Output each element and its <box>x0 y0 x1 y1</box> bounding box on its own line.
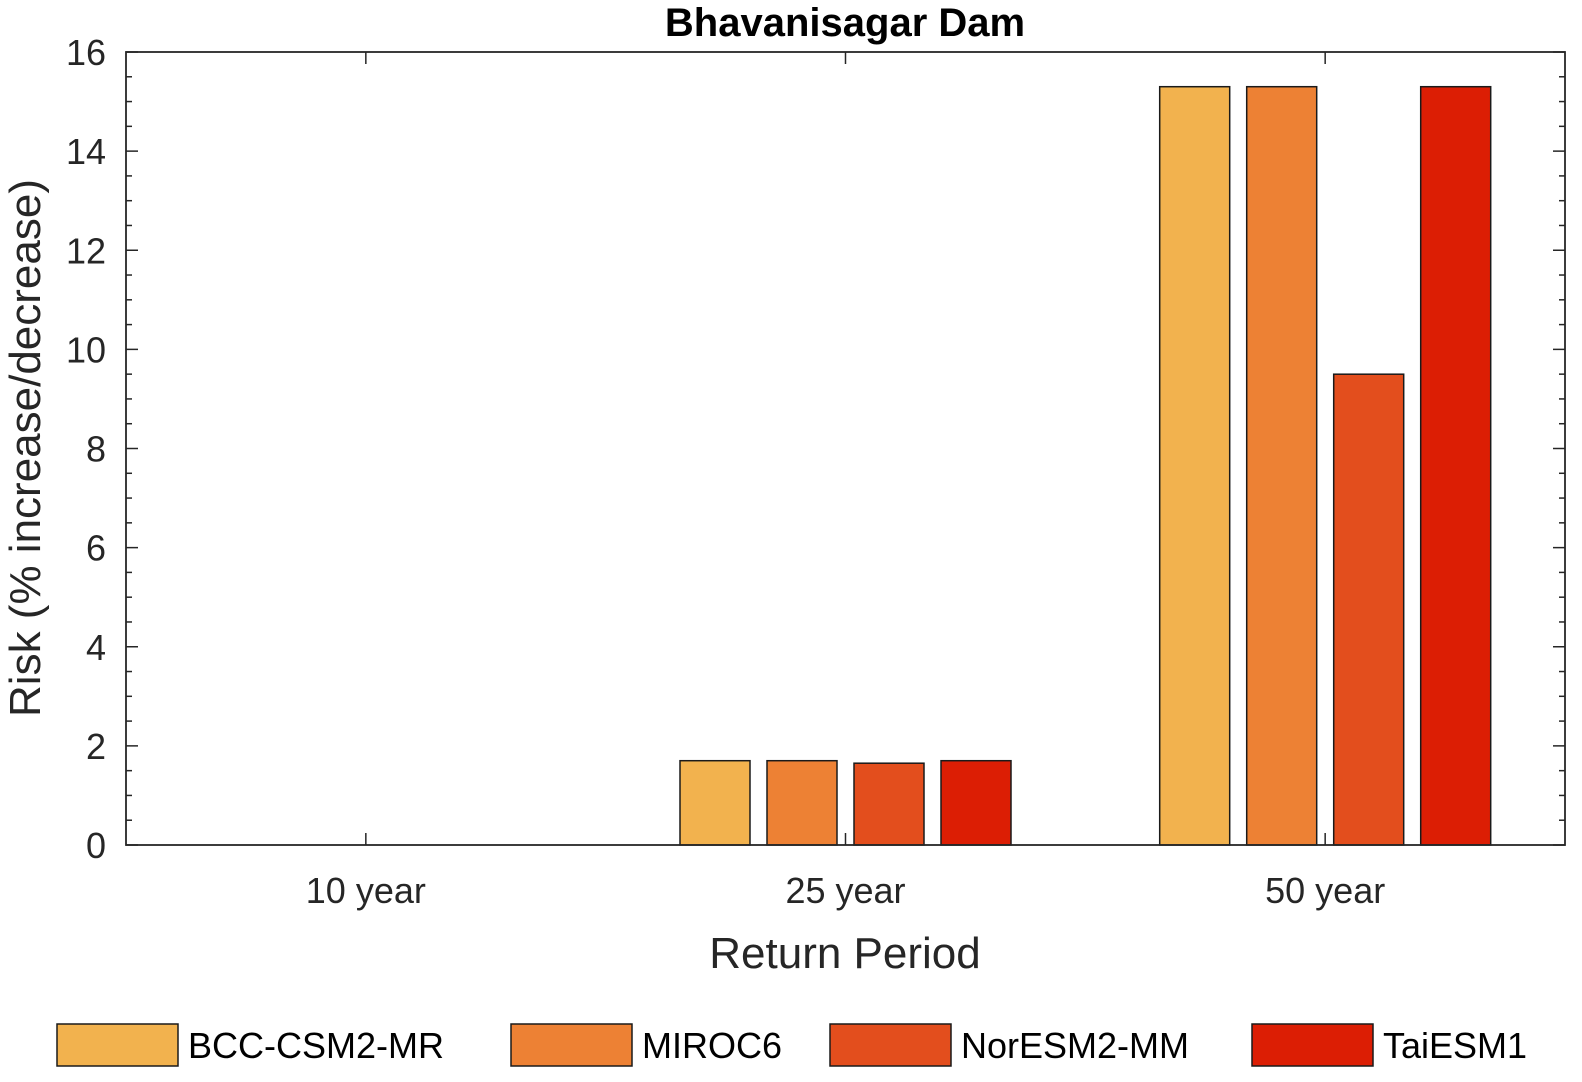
x-tick-label: 25 year <box>785 870 905 911</box>
bar-noresm2-mm-50-year <box>1332 373 1405 846</box>
y-tick-label: 0 <box>86 825 106 866</box>
y-tick-label: 12 <box>66 230 106 271</box>
bar-noresm2-mm-25-year <box>853 762 925 846</box>
legend-swatch <box>1251 1023 1374 1067</box>
y-tick-label: 2 <box>86 726 106 767</box>
y-tick-label: 8 <box>86 429 106 470</box>
x-axis-label: Return Period <box>709 929 980 978</box>
y-axis-label: Risk (% increase/decrease) <box>1 179 50 717</box>
legend-label: NorESM2-MM <box>961 1025 1189 1066</box>
legend-swatch <box>56 1023 179 1067</box>
y-tick-label: 6 <box>86 528 106 569</box>
bar-bcc-csm2-mr-50-year <box>1158 85 1231 846</box>
legend: BCC-CSM2-MR MIROC6 NorESM2-MM TaiESM1 <box>56 1023 1527 1067</box>
x-tick-label: 10 year <box>306 870 426 911</box>
bar-taiesm1-50-year <box>1419 85 1492 846</box>
x-tick-label: 50 year <box>1265 870 1385 911</box>
legend-swatch <box>829 1023 952 1067</box>
plot-axes: 0 2 4 6 8 10 12 14 16 10 year 25 year 50 year <box>66 32 1566 911</box>
y-tick-label: 10 <box>66 329 106 370</box>
legend-label: MIROC6 <box>642 1025 782 1066</box>
bar-miroc6-25-year <box>766 759 838 846</box>
y-tick-label: 16 <box>66 32 106 73</box>
bar-bcc-csm2-mr-25-year <box>679 759 751 846</box>
legend-swatch <box>510 1023 633 1067</box>
legend-label: BCC-CSM2-MR <box>188 1025 444 1066</box>
bar-taiesm1-25-year <box>940 759 1012 846</box>
chart-title: Bhavanisagar Dam <box>665 1 1025 45</box>
y-tick-label: 4 <box>86 627 106 668</box>
bar-miroc6-50-year <box>1245 85 1318 846</box>
plot-bars <box>679 85 1492 846</box>
legend-label: TaiESM1 <box>1383 1025 1527 1066</box>
y-tick-label: 14 <box>66 131 106 172</box>
